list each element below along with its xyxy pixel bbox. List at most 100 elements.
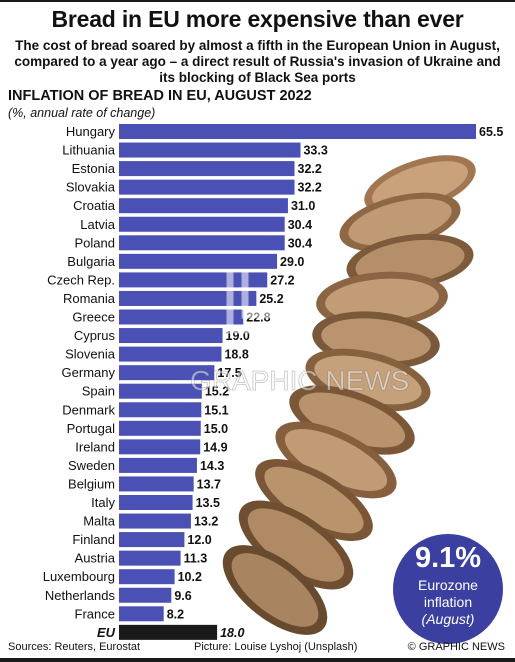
bar <box>119 606 164 622</box>
bar <box>119 495 193 510</box>
value-label: 30.4 <box>288 218 312 232</box>
badge-label-line3: (August) <box>421 611 475 627</box>
eurozone-inflation-badge: 9.1% Eurozone inflation (August) <box>393 534 503 644</box>
value-label: 32.2 <box>298 162 322 176</box>
value-label: 11.3 <box>184 552 208 566</box>
category-label: Luxembourg <box>43 569 115 584</box>
category-label: Portugal <box>67 421 116 436</box>
category-label: Slovakia <box>66 180 116 195</box>
chart-title: INFLATION OF BREAD IN EU, AUGUST 2022 <box>8 88 312 104</box>
watermark-logo-mark-inner <box>241 270 280 319</box>
value-label: 32.2 <box>298 181 322 195</box>
value-label: 27.2 <box>270 273 294 287</box>
bar <box>119 383 202 399</box>
category-label: Latvia <box>80 217 115 232</box>
bar <box>119 216 285 232</box>
bar <box>119 587 172 603</box>
value-label: 10.2 <box>178 570 202 584</box>
footer-picture-credit: Picture: Louise Lyshoj (Unsplash) <box>194 641 358 653</box>
watermark: GRAPHIC NEWS <box>190 270 410 396</box>
category-label: Germany <box>62 365 116 380</box>
watermark-text: GRAPHIC NEWS <box>190 365 409 396</box>
bar <box>119 253 278 269</box>
value-label: 33.3 <box>303 144 327 158</box>
category-label: Poland <box>75 235 115 250</box>
bar <box>119 439 201 455</box>
value-label: 15.0 <box>204 422 228 436</box>
bar <box>119 513 191 529</box>
value-label: 18.0 <box>220 626 244 640</box>
bar <box>119 402 202 418</box>
value-label: 15.2 <box>205 385 229 399</box>
value-label: 18.8 <box>224 348 248 362</box>
category-label: Romania <box>63 291 116 306</box>
bar <box>119 457 197 473</box>
badge-value: 9.1% <box>414 542 482 574</box>
category-label: France <box>75 606 115 621</box>
value-label: 17.5 <box>217 366 241 380</box>
bar <box>119 309 244 325</box>
bar <box>119 476 194 492</box>
category-label: Spain <box>82 384 115 399</box>
category-label: Austria <box>75 551 116 566</box>
bar <box>119 346 222 362</box>
category-label: Estonia <box>72 161 116 176</box>
category-label: Bulgaria <box>67 254 115 269</box>
value-label: 30.4 <box>288 236 312 250</box>
value-label: 15.1 <box>204 403 228 417</box>
value-label: 13.2 <box>194 515 218 529</box>
bar <box>119 420 201 436</box>
watermark-logo-mark <box>226 270 265 334</box>
category-label: Czech Rep. <box>47 272 115 287</box>
category-label: Cyprus <box>74 328 116 343</box>
bar <box>119 161 295 177</box>
category-label: Denmark <box>62 402 115 417</box>
value-label: 9.6 <box>174 589 191 603</box>
category-label: Finland <box>72 532 115 547</box>
bar <box>119 532 185 548</box>
category-label: Sweden <box>68 458 115 473</box>
category-label: Ireland <box>75 439 115 454</box>
page-subtitle: The cost of bread soared by almost a fif… <box>14 38 501 85</box>
bar <box>119 179 295 195</box>
chart-unit: (%, annual rate of change) <box>8 106 156 120</box>
bar <box>119 365 215 381</box>
value-label: 25.2 <box>259 292 283 306</box>
footer-sources: Sources: Reuters, Eurostat <box>8 641 141 653</box>
value-label: 13.5 <box>196 496 220 510</box>
bar <box>119 124 476 139</box>
category-label: EU <box>97 625 116 640</box>
bread-slices <box>222 155 476 635</box>
page-title: Bread in EU more expensive than ever <box>51 6 464 32</box>
category-label: Slovenia <box>65 347 116 362</box>
value-label: 8.2 <box>167 607 184 621</box>
bar-eu <box>119 624 218 640</box>
badge-label-line1: Eurozone <box>418 577 478 593</box>
bar <box>119 235 285 251</box>
value-label: 29.0 <box>280 255 304 269</box>
category-label: Malta <box>83 514 116 529</box>
bottom-rule <box>0 658 515 662</box>
bar <box>119 198 288 214</box>
footer-brand: © GRAPHIC NEWS <box>407 641 505 653</box>
value-label: 31.0 <box>291 199 315 213</box>
category-label: Hungary <box>66 124 116 139</box>
value-label: 12.0 <box>187 533 211 547</box>
value-label: 13.7 <box>197 477 221 491</box>
value-label: 14.3 <box>200 459 224 473</box>
bar <box>119 550 181 566</box>
value-label: 65.5 <box>479 125 503 139</box>
bar <box>119 142 301 158</box>
category-label: Belgium <box>68 476 115 491</box>
category-label: Italy <box>91 495 115 510</box>
category-label: Greece <box>72 310 115 325</box>
bar <box>119 328 223 344</box>
category-label: Lithuania <box>62 143 116 158</box>
bar <box>119 569 175 585</box>
bar <box>119 290 257 306</box>
category-label: Croatia <box>73 198 116 213</box>
category-label: Netherlands <box>45 588 116 603</box>
